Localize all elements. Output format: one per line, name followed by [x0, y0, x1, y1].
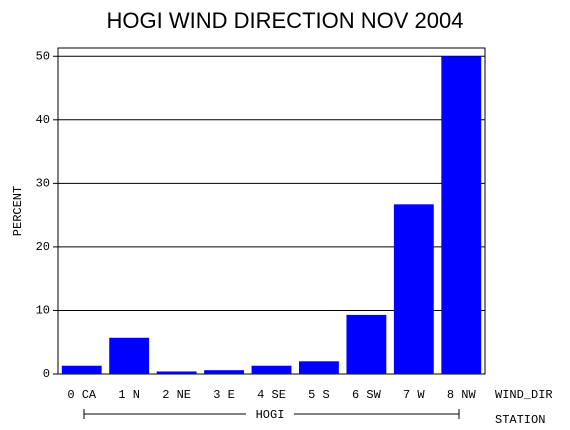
group-label: HOGI — [256, 408, 285, 422]
x-tick-label: 4 SE — [257, 388, 286, 402]
y-tick-label: 40 — [36, 113, 50, 127]
bar — [204, 370, 244, 374]
y-tick-label: 20 — [36, 240, 50, 254]
x-axis-label: WIND_DIR — [495, 388, 553, 402]
bar — [393, 204, 434, 374]
y-tick-label: 0 — [43, 367, 50, 381]
y-tick-label: 30 — [36, 177, 50, 191]
bar — [346, 314, 387, 374]
group-axis-label: STATION — [495, 413, 545, 427]
x-tick-label: 8 NW — [447, 388, 477, 402]
x-tick-label: 5 S — [308, 388, 330, 402]
x-tick-label: 3 E — [213, 388, 235, 402]
bar — [251, 365, 292, 374]
x-tick-label: 0 CA — [67, 388, 97, 402]
x-tick-label: 7 W — [403, 388, 425, 402]
bar — [156, 371, 197, 374]
x-tick-label: 1 N — [118, 388, 140, 402]
chart-title: HOGI WIND DIRECTION NOV 2004 — [107, 8, 464, 33]
group-label-bg — [246, 406, 294, 422]
bar — [109, 337, 150, 374]
x-tick-label: 6 SW — [352, 388, 382, 402]
bar — [441, 56, 482, 375]
x-tick-label: 2 NE — [162, 388, 191, 402]
y-axis-label: PERCENT — [11, 186, 25, 236]
bar — [299, 361, 339, 374]
y-tick-label: 50 — [36, 49, 50, 63]
bar — [61, 365, 102, 374]
y-tick-label: 10 — [36, 304, 50, 318]
